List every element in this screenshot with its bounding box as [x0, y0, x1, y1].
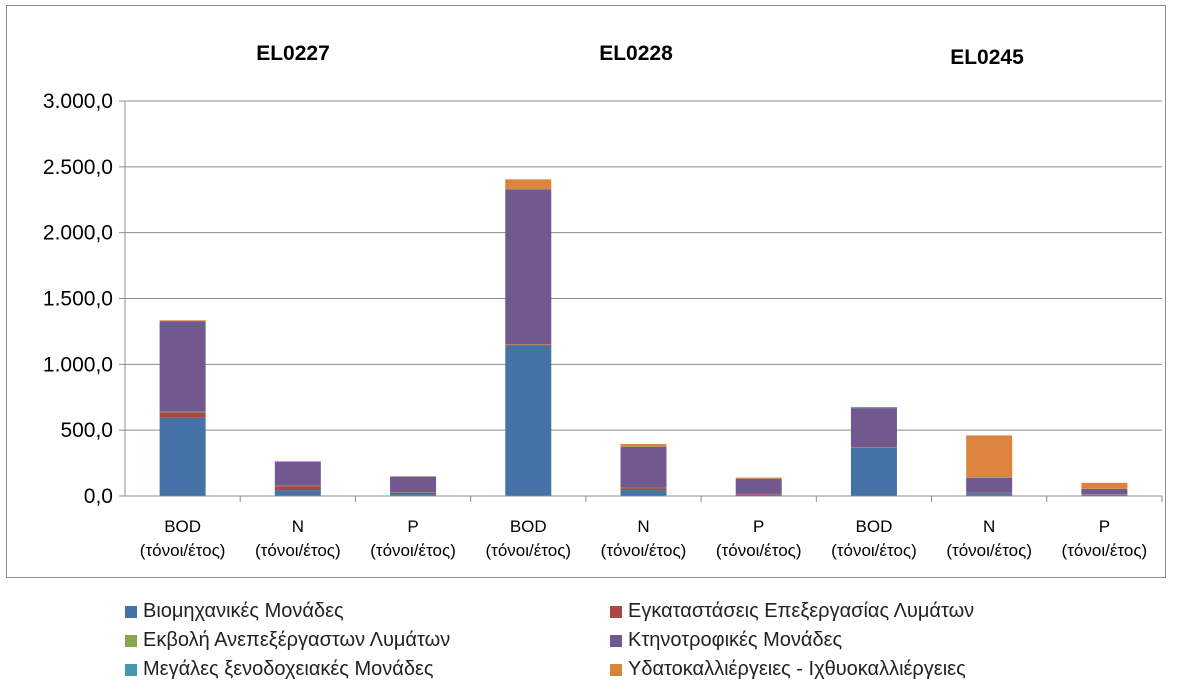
x-tick-label: P: [753, 517, 764, 536]
y-tick-label: 2.000,0: [43, 222, 113, 245]
bar-segment-5-series-6: [620, 443, 667, 447]
x-tick-sublabel: (τόνοι/έτος): [601, 541, 687, 560]
legend-label-industrial: Βιομηχανικές Μονάδες: [143, 600, 344, 622]
bar-segment-5-series-4: [620, 447, 667, 488]
legend-label-livestock: Κτηνοτροφικές Μονάδες: [628, 629, 843, 651]
x-tick-sublabel: (τόνοι/έτος): [1062, 541, 1148, 560]
x-tick-label: P: [1099, 517, 1110, 536]
x-tick-sublabel: (τόνοι/έτος): [716, 541, 802, 560]
bar-segment-4-series-6: [505, 179, 552, 190]
bar-segment-9-series-4: [1081, 489, 1128, 495]
legend-item-hotels: Μεγάλες ξενοδοχειακές Μονάδες: [125, 658, 434, 681]
x-tick-sublabel: (τόνοι/έτος): [370, 541, 456, 560]
bar-segment-9-series-1: [1081, 494, 1128, 496]
bar-segment-6-series-4: [735, 478, 782, 494]
legend-swatch-hotels: [125, 663, 137, 676]
x-tick-sublabel: (τόνοι/έτος): [946, 541, 1032, 560]
legend-swatch-wastewater-plants: [610, 605, 622, 618]
bar-segment-7-series-5: [850, 407, 897, 409]
bar-segment-9-series-6: [1081, 482, 1128, 489]
bar-segment-8-series-4: [966, 477, 1013, 493]
bar-segment-8-series-6: [966, 435, 1013, 478]
legend-item-industrial: Βιομηχανικές Μονάδες: [125, 600, 344, 623]
y-tick-label: 500,0: [60, 419, 113, 442]
x-tick-label: N: [292, 517, 304, 536]
y-tick-label: 1.500,0: [43, 288, 113, 311]
bar-segment-1-series-5: [159, 320, 206, 322]
x-tick-label: BOD: [510, 517, 547, 536]
y-tick-label: 3.000,0: [43, 90, 113, 113]
bar-segment-7-series-1: [850, 447, 897, 496]
legend-swatch-industrial: [125, 605, 137, 618]
x-tick-label: BOD: [856, 517, 893, 536]
bar-segment-1-series-2: [159, 412, 206, 418]
legend-item-livestock: Κτηνοτροφικές Μονάδες: [610, 629, 842, 652]
bar-segment-5-series-2: [620, 488, 667, 491]
x-tick-label: N: [983, 517, 995, 536]
legend-swatch-livestock: [610, 634, 622, 647]
bar-segment-1-series-6: [159, 320, 206, 321]
bar-segment-8-series-1: [966, 493, 1013, 496]
group-title-el0227: EL0227: [256, 42, 330, 65]
bar-segment-1-series-3: [159, 411, 206, 413]
y-tick-label: 0,0: [84, 485, 113, 508]
x-tick-sublabel: (τόνοι/έτος): [140, 541, 226, 560]
x-tick-sublabel: (τόνοι/έτος): [831, 541, 917, 560]
legend-swatch-untreated-discharge: [125, 634, 137, 647]
bar-segment-3-series-2: [390, 492, 437, 495]
bar-segment-2-series-2: [274, 486, 321, 491]
bar-segment-7-series-4: [850, 408, 897, 448]
bar-segment-4-series-4: [505, 189, 552, 345]
bar-segment-5-series-1: [620, 490, 667, 496]
bar-segment-2-series-1: [274, 490, 321, 496]
bar-segment-6-series-1: [735, 494, 782, 496]
legend-item-aquaculture: Υδατοκαλλιέργειες - Ιχθυοκαλλιέργειες: [610, 658, 966, 681]
x-tick-sublabel: (τόνοι/έτος): [255, 541, 341, 560]
x-tick-label: P: [407, 517, 418, 536]
bar-segment-1-series-1: [159, 417, 206, 496]
x-tick-sublabel: (τόνοι/έτος): [485, 541, 571, 560]
group-title-el0228: EL0228: [599, 42, 673, 65]
stacked-bar-chart: 0,0 500,0 1.000,0 1.500,0 2.000,0 2.500,0 3.00…: [43, 90, 1163, 560]
bar-segment-6-series-2: [735, 494, 782, 495]
legend-item-untreated-discharge: Εκβολή Ανεπεξέργαστων Λυμάτων: [125, 629, 450, 652]
legend-label-aquaculture: Υδατοκαλλιέργειες - Ιχθυοκαλλιέργειες: [628, 658, 966, 680]
chart-frame: EL0227 EL0228 EL0245 0,0 500,0 1.000,0 1.50…: [6, 5, 1166, 578]
legend-label-hotels: Μεγάλες ξενοδοχειακές Μονάδες: [143, 658, 434, 680]
legend-item-wastewater-plants: Εγκαταστάσεις Επεξεργασίας Λυμάτων: [610, 600, 974, 623]
x-tick-label: BOD: [164, 517, 201, 536]
bar-segment-1-series-4: [159, 321, 206, 412]
bar-segment-6-series-6: [735, 477, 782, 479]
legend-label-wastewater-plants: Εγκαταστάσεις Επεξεργασίας Λυμάτων: [628, 600, 975, 622]
legend-swatch-aquaculture: [610, 663, 622, 676]
bar-segment-3-series-4: [390, 476, 437, 493]
x-tick-label: N: [637, 517, 649, 536]
y-tick-label: 1.000,0: [43, 353, 113, 376]
bar-segment-7-series-2: [850, 447, 897, 448]
bar-segment-4-series-1: [505, 345, 552, 496]
legend-label-untreated-discharge: Εκβολή Ανεπεξέργαστων Λυμάτων: [143, 629, 451, 651]
group-title-el0245: EL0245: [950, 46, 1024, 69]
y-tick-label: 2.500,0: [43, 156, 113, 179]
bar-segment-2-series-6: [274, 461, 321, 462]
bar-segment-3-series-1: [390, 494, 437, 496]
bar-segment-4-series-2: [505, 344, 552, 346]
bar-segment-2-series-4: [274, 462, 321, 486]
